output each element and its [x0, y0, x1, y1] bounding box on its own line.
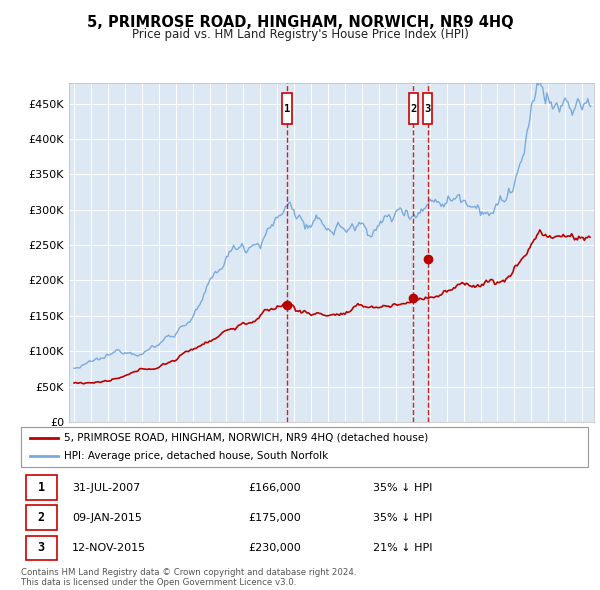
- Text: HPI: Average price, detached house, South Norfolk: HPI: Average price, detached house, Sout…: [64, 451, 328, 461]
- Text: 2: 2: [38, 511, 44, 525]
- Text: 35% ↓ HPI: 35% ↓ HPI: [373, 483, 432, 493]
- Text: £230,000: £230,000: [248, 543, 301, 553]
- Text: 1: 1: [38, 481, 44, 494]
- Text: 2: 2: [410, 104, 416, 114]
- Text: Price paid vs. HM Land Registry's House Price Index (HPI): Price paid vs. HM Land Registry's House …: [131, 28, 469, 41]
- Text: 3: 3: [38, 542, 44, 555]
- FancyBboxPatch shape: [26, 506, 57, 530]
- Text: 12-NOV-2015: 12-NOV-2015: [72, 543, 146, 553]
- FancyBboxPatch shape: [283, 93, 292, 124]
- Text: 5, PRIMROSE ROAD, HINGHAM, NORWICH, NR9 4HQ: 5, PRIMROSE ROAD, HINGHAM, NORWICH, NR9 …: [86, 15, 514, 30]
- Text: 31-JUL-2007: 31-JUL-2007: [72, 483, 140, 493]
- FancyBboxPatch shape: [26, 536, 57, 560]
- Text: £166,000: £166,000: [248, 483, 301, 493]
- FancyBboxPatch shape: [21, 427, 588, 467]
- Text: 3: 3: [424, 104, 431, 114]
- Text: 5, PRIMROSE ROAD, HINGHAM, NORWICH, NR9 4HQ (detached house): 5, PRIMROSE ROAD, HINGHAM, NORWICH, NR9 …: [64, 433, 428, 443]
- Text: 09-JAN-2015: 09-JAN-2015: [72, 513, 142, 523]
- Text: 1: 1: [284, 104, 290, 114]
- FancyBboxPatch shape: [409, 93, 418, 124]
- Text: 21% ↓ HPI: 21% ↓ HPI: [373, 543, 432, 553]
- Text: £175,000: £175,000: [248, 513, 301, 523]
- Text: 35% ↓ HPI: 35% ↓ HPI: [373, 513, 432, 523]
- FancyBboxPatch shape: [26, 475, 57, 500]
- FancyBboxPatch shape: [423, 93, 432, 124]
- Text: Contains HM Land Registry data © Crown copyright and database right 2024.
This d: Contains HM Land Registry data © Crown c…: [21, 568, 356, 587]
